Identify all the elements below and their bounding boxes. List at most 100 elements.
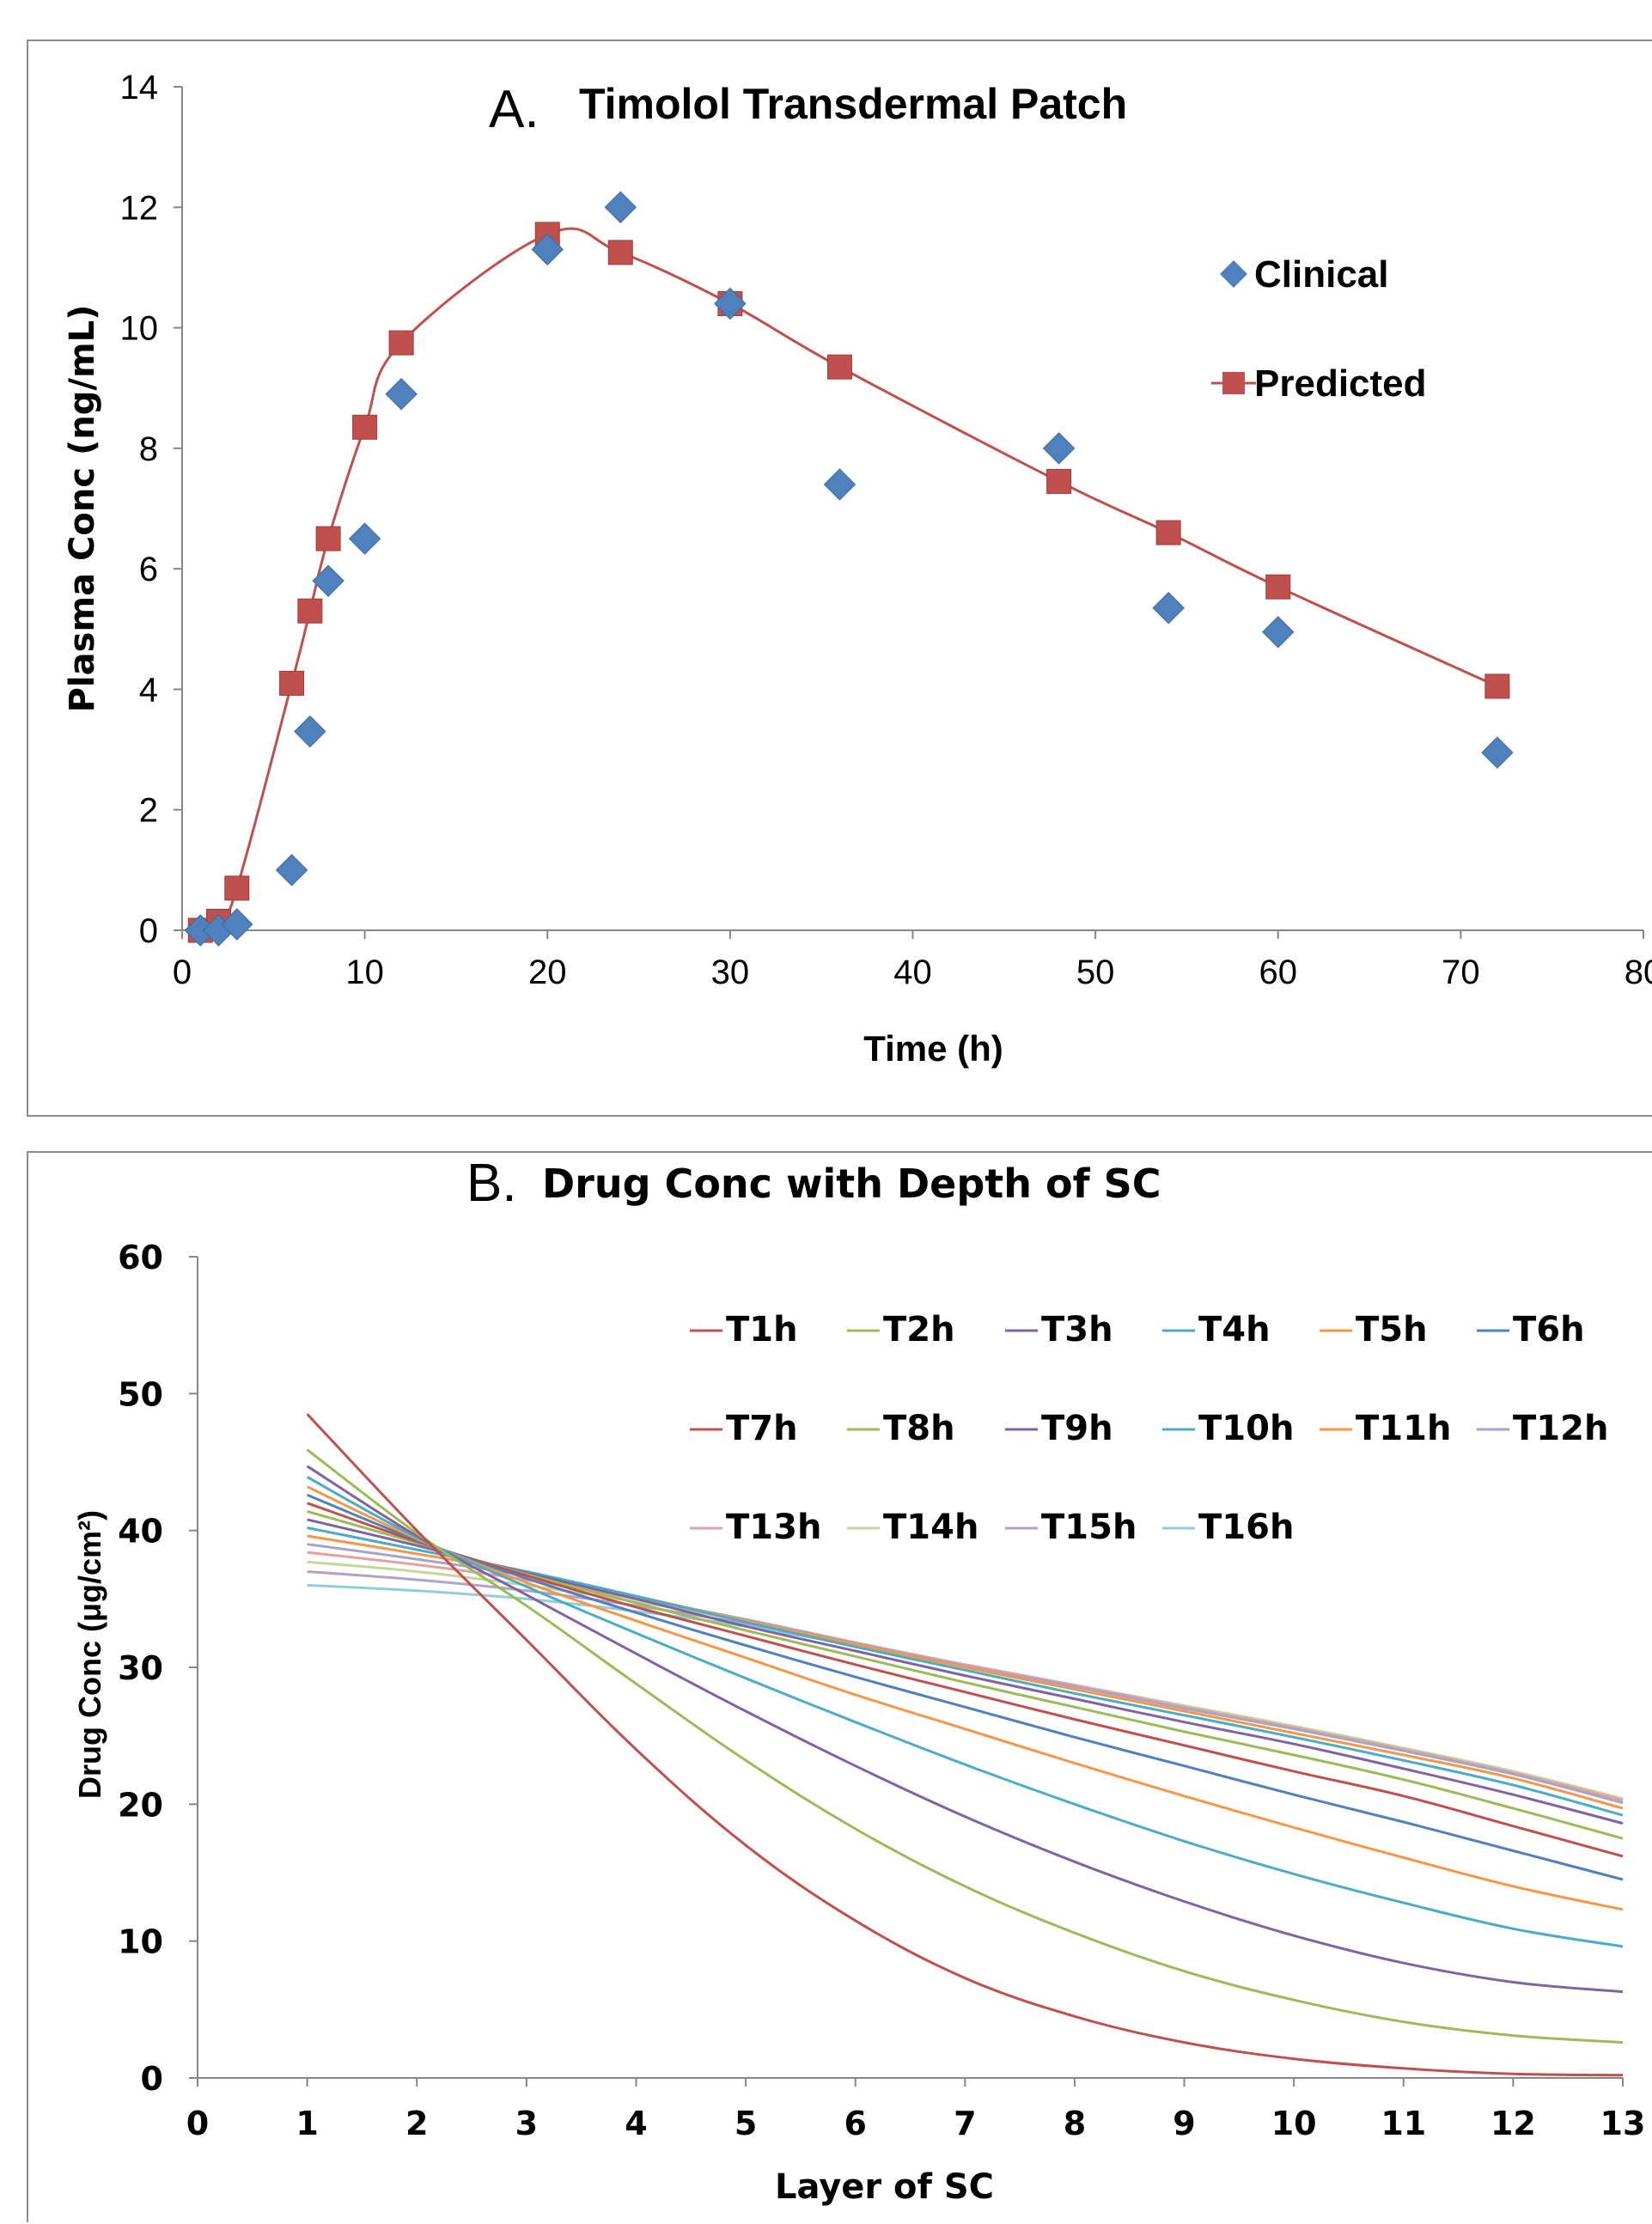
clinical-point: [1042, 432, 1076, 465]
y-tick-label: 0: [139, 912, 158, 950]
y-tick-label: 10: [118, 1923, 163, 1961]
x-tick-label: 10: [1271, 2105, 1317, 2142]
x-tick-label: 80: [1625, 954, 1652, 991]
x-axis-label: Time (h): [863, 1028, 1003, 1069]
y-tick-label: 14: [120, 69, 159, 107]
legend-label-t11h: T11h: [1356, 1409, 1451, 1448]
chart-a-svg: 0 2 4 6 8 10 12 14 0 10 20 30 40 50 60 70 80 Time (h) Plas…: [63, 69, 1652, 1069]
legend-label-t13h: T13h: [726, 1508, 821, 1547]
x-tick-label: 4: [625, 2105, 647, 2142]
predicted-point: [352, 414, 378, 440]
panel-letter: B.: [466, 1154, 517, 1213]
y-tick-label: 12: [120, 189, 159, 227]
series-line-t13h: [307, 1551, 1624, 1802]
predicted-point: [1155, 520, 1181, 545]
series-line-t3h: [306, 1465, 1624, 1994]
series-line-t10h: [307, 1526, 1624, 1817]
y-tick-label: 50: [118, 1375, 163, 1413]
legend-label-t6h: T6h: [1513, 1310, 1585, 1350]
x-tick-label: 50: [1076, 954, 1115, 991]
legend: T1h T2h T3h T4h T5h T6h T7h T8h T9h T10h T11h T12h T…: [690, 1310, 1608, 1547]
series-line-t5h: [306, 1485, 1624, 1911]
clinical-point: [823, 468, 856, 501]
clinical-point: [604, 191, 637, 223]
legend-label-t10h: T10h: [1198, 1409, 1294, 1448]
x-tick-label: 6: [844, 2105, 866, 2142]
y-tick-label: 4: [139, 671, 158, 709]
x-tick-label: 8: [1064, 2105, 1086, 2142]
y-tick-label: 40: [118, 1513, 163, 1551]
legend-label-clinical: Clinical: [1254, 253, 1389, 296]
predicted-point: [224, 875, 250, 901]
predicted-point: [388, 330, 414, 356]
predicted-point: [1046, 468, 1072, 494]
legend-label-t3h: T3h: [1041, 1310, 1113, 1350]
y-tick-label: 60: [118, 1239, 163, 1277]
legend-marker-predicted: [1222, 372, 1245, 394]
clinical-point: [1152, 592, 1185, 625]
legend-label-t1h: T1h: [726, 1310, 798, 1350]
clinical-point: [531, 233, 564, 266]
y-tick-label: 2: [139, 792, 158, 830]
predicted-point: [1484, 673, 1510, 699]
x-tick-label: 13: [1600, 2105, 1646, 2142]
predicted-point: [315, 526, 341, 551]
y-tick-label: 20: [118, 1786, 163, 1824]
legend-label-t4h: T4h: [1198, 1310, 1271, 1350]
legend-label-t2h: T2h: [883, 1310, 955, 1350]
clinical-point: [275, 854, 308, 887]
clinical-point: [221, 908, 253, 941]
legend-label-t16h: T16h: [1198, 1508, 1294, 1547]
series-line-t9h: [307, 1518, 1624, 1825]
x-tick-label: 20: [528, 954, 567, 991]
legend-label-t9h: T9h: [1041, 1409, 1113, 1448]
clinical-point: [348, 522, 381, 555]
y-tick-label: 6: [139, 551, 158, 588]
predicted-point: [1265, 574, 1291, 600]
x-tick-label: 10: [345, 954, 384, 991]
x-tick-label: 7: [954, 2105, 976, 2142]
clinical-point: [294, 715, 326, 748]
y-tick-label: 0: [141, 2060, 163, 2098]
legend: Clinical Predicted: [1211, 253, 1427, 405]
legend-label-t7h: T7h: [726, 1409, 798, 1448]
x-tick-label: 3: [515, 2105, 538, 2142]
chart-panel-b: 0 10 20 30 40 50 60 0 1 2 3 4 5 6 7 8 9 10 11 12 13 Layer of …: [27, 1151, 1652, 2222]
x-tick-label: 9: [1173, 2105, 1195, 2142]
legend-label-predicted: Predicted: [1254, 363, 1427, 405]
x-tick-label: 5: [735, 2105, 757, 2142]
clinical-point: [1262, 616, 1295, 649]
legend-label-t12h: T12h: [1513, 1409, 1608, 1448]
clinical-point: [1481, 736, 1514, 769]
x-tick-label: 2: [405, 2105, 428, 2142]
series-line-t2h: [306, 1448, 1624, 2044]
y-axis-label: Plasma Conc (ng/mL): [63, 305, 102, 713]
x-tick-label: 40: [893, 954, 932, 991]
predicted-point: [607, 240, 633, 265]
series-line-t7h: [307, 1502, 1624, 1858]
clinical-point: [385, 378, 418, 411]
chart-panel-a: 0 2 4 6 8 10 12 14 0 10 20 30 40 50 60 70 80 Time (h) Plas…: [27, 40, 1652, 1117]
y-tick-label: 10: [120, 310, 159, 348]
series-line-t6h: [307, 1493, 1624, 1881]
predicted-point: [279, 670, 305, 696]
legend-label-t15h: T15h: [1041, 1508, 1137, 1547]
predicted-point: [826, 354, 852, 380]
x-tick-label: 70: [1442, 954, 1480, 991]
x-tick-label: 60: [1259, 954, 1298, 991]
x-tick-label: 11: [1381, 2105, 1426, 2142]
clinical-point: [714, 287, 747, 320]
predicted-point: [297, 598, 323, 624]
x-tick-label: 1: [296, 2105, 318, 2142]
legend-label-t14h: T14h: [883, 1508, 978, 1547]
y-tick-label: 30: [118, 1649, 163, 1687]
clinical-point: [312, 564, 344, 597]
chart-title: Timolol Transdermal Patch: [579, 80, 1127, 128]
panel-letter: A.: [489, 80, 539, 139]
y-axis-label: Drug Conc (μg/cm²): [72, 1510, 107, 1799]
x-axis-label: Layer of SC: [775, 2167, 994, 2207]
legend-label-t8h: T8h: [883, 1409, 955, 1448]
x-tick-label: 30: [711, 954, 750, 991]
y-tick-label: 8: [139, 430, 158, 468]
